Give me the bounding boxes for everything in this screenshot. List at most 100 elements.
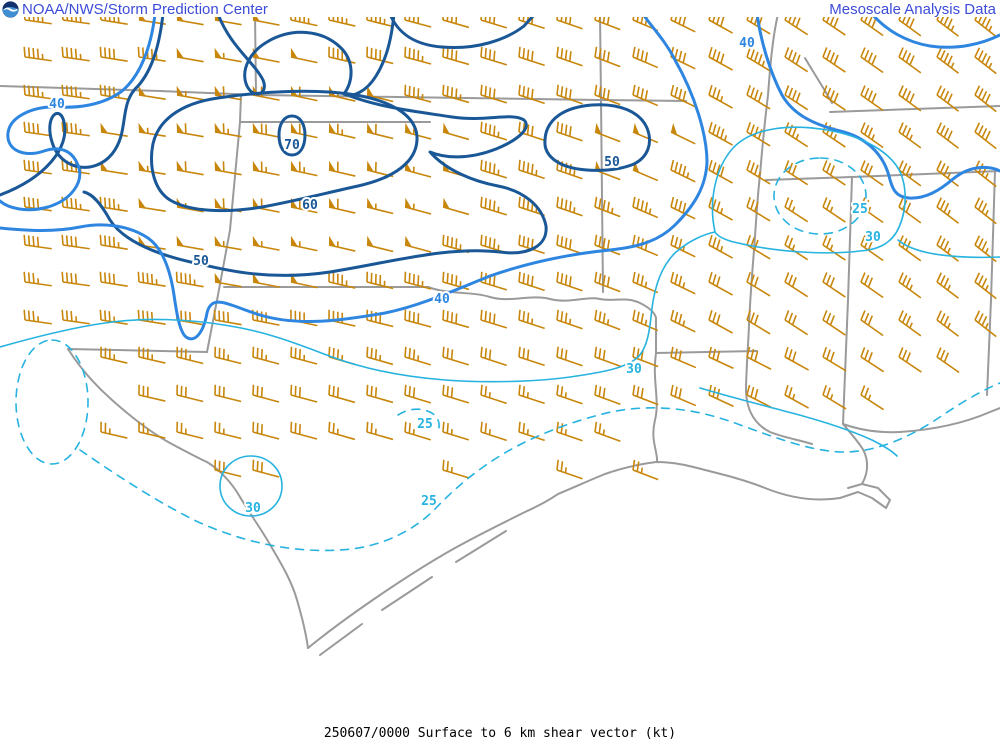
wind-barb (594, 421, 621, 442)
border-tx-la-sabine (652, 352, 659, 463)
wind-barb (784, 160, 809, 186)
wind-barb (860, 85, 884, 112)
wind-barb (936, 160, 960, 187)
wind-barb (176, 235, 204, 251)
wind-barb (480, 196, 508, 216)
wind-barb (61, 234, 90, 250)
contour-40 (0, 12, 709, 341)
wind-barb (708, 46, 734, 71)
wind-barb (442, 459, 470, 479)
wind-barb (974, 85, 997, 113)
wind-barb (860, 235, 884, 262)
wind-barb (290, 160, 318, 177)
wind-barb (860, 310, 884, 337)
wind-barb (822, 347, 847, 372)
wind-barb (23, 84, 52, 100)
shear-contours-layer (0, 12, 1000, 552)
wind-barb (746, 122, 771, 147)
contour-label: 60 (302, 198, 318, 213)
wind-barb (860, 347, 885, 373)
wind-barb (822, 310, 846, 336)
wind-barb (252, 384, 280, 403)
wind-barb (442, 271, 470, 291)
wind-barb (556, 271, 583, 292)
wind-barb (442, 234, 470, 254)
wind-barb (746, 310, 771, 335)
coast-fl-panhandle (842, 407, 1000, 434)
wind-barb (328, 197, 356, 214)
contour-label: 50 (193, 254, 209, 269)
wind-barb (176, 160, 204, 176)
wind-barb (176, 122, 204, 138)
wind-barb (480, 84, 508, 104)
wind-barb (632, 196, 659, 219)
mississippi-river (745, 13, 813, 445)
contour-50 (82, 94, 548, 277)
wind-barb (594, 271, 621, 293)
wind-barb (556, 234, 583, 255)
wind-barb (290, 309, 318, 327)
wind-barb (784, 384, 810, 409)
wind-barb (860, 47, 884, 74)
wind-barb (214, 235, 242, 251)
wind-barb (366, 122, 394, 140)
wind-barb (252, 122, 280, 138)
wind-barb (366, 46, 394, 65)
wind-barb (936, 235, 960, 262)
wind-barb (594, 346, 621, 367)
wind-barb (442, 122, 470, 141)
wind-barb (518, 271, 545, 292)
wind-barb (290, 384, 318, 403)
wind-barb (518, 384, 545, 405)
wind-barb (328, 346, 356, 366)
wind-barb (708, 234, 734, 259)
wind-barb (860, 122, 884, 149)
wind-barb (252, 421, 280, 440)
contour-label: 50 (604, 155, 620, 170)
wind-barb (556, 84, 583, 105)
wind-barb (138, 197, 166, 213)
contour-label: 30 (865, 230, 881, 245)
contour-25 (773, 157, 867, 235)
wind-barb (936, 272, 960, 299)
wind-barb (898, 272, 922, 299)
wind-barb (252, 346, 280, 365)
wind-barb (632, 309, 659, 332)
wind-barb (404, 197, 432, 215)
wind-barb (61, 271, 90, 287)
wind-barb (214, 272, 242, 288)
border-ms-al (842, 176, 853, 425)
wind-barb (176, 384, 204, 403)
contour-label: 25 (417, 417, 433, 432)
wind-barb (442, 384, 470, 404)
wind-barb (366, 235, 394, 253)
wind-barb (366, 346, 394, 366)
wind-barb (23, 234, 52, 250)
wind-barb (974, 310, 997, 338)
border-al-ga (986, 170, 996, 396)
wind-barb (99, 234, 128, 251)
wind-barb (556, 121, 583, 142)
wind-barb (594, 122, 621, 143)
map-caption: 250607/0000 Surface to 6 km shear vector… (323, 726, 677, 741)
wind-barb (556, 346, 583, 367)
wind-barb (974, 272, 997, 300)
wind-barb (176, 10, 204, 26)
wind-barb (252, 235, 280, 251)
wind-barb (556, 46, 583, 67)
wind-barb (138, 421, 166, 439)
border-tx-nm-horizontal (67, 348, 208, 353)
wind-barb (100, 346, 128, 364)
spc-header-link[interactable]: NOAA/NWS/Storm Prediction Center (22, 1, 268, 18)
wind-barb (936, 310, 960, 337)
contour-70 (277, 114, 307, 157)
wind-barb (138, 384, 166, 402)
wind-barb (290, 85, 318, 102)
wind-barb (214, 160, 242, 176)
wind-barb (632, 459, 659, 481)
wind-barb (61, 121, 90, 137)
wind-barb (784, 47, 809, 73)
wind-barb (670, 271, 696, 295)
wind-barb (594, 384, 621, 405)
wind-barb (252, 459, 280, 478)
